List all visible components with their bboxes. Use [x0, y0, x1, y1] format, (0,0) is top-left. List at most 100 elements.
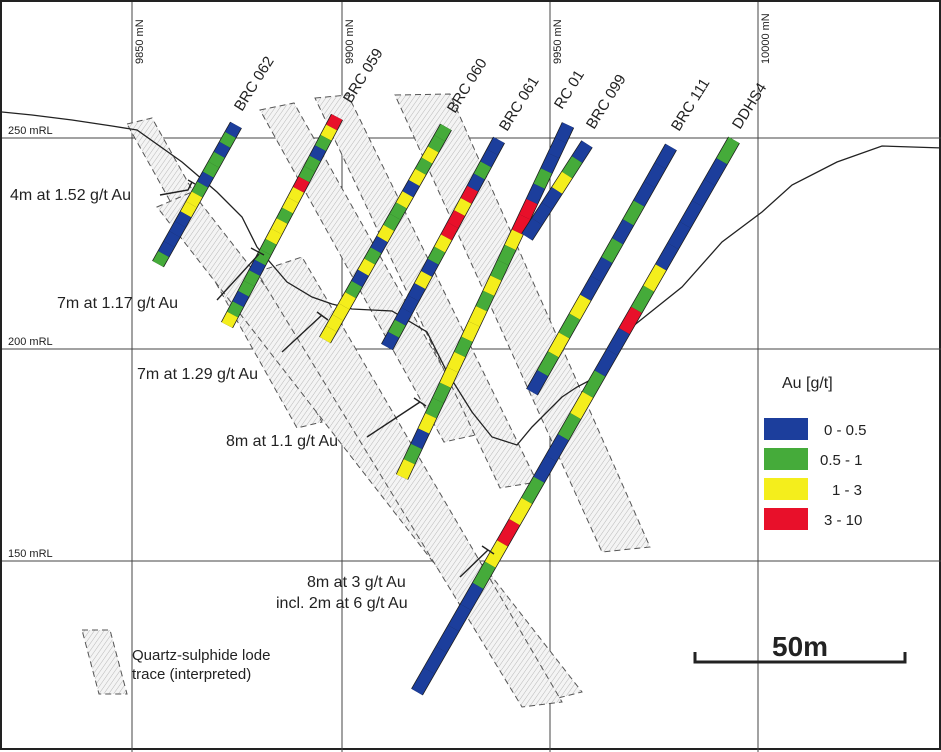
drill-hole-interval	[571, 140, 593, 163]
drill-hole-interval	[483, 275, 502, 296]
drill-hole-interval	[243, 270, 260, 287]
drill-hole-interval	[332, 303, 350, 321]
drill-hole-interval	[454, 198, 472, 216]
drill-hole-interval	[480, 149, 498, 168]
drill-hole-interval	[436, 625, 459, 653]
drill-hole-interval	[276, 207, 293, 224]
drill-hole-interval	[158, 241, 175, 258]
legend-title: Au [g/t]	[782, 375, 833, 392]
drill-hole-interval	[411, 428, 430, 449]
drill-hole-interval	[533, 168, 552, 189]
intercept-leader	[159, 181, 193, 196]
drill-hole-interval	[473, 161, 492, 180]
drill-hole-interval	[484, 540, 508, 568]
drill-hole-interval	[208, 151, 225, 168]
drill-hole-interval	[434, 234, 452, 253]
drill-hole-interval	[219, 131, 236, 148]
drill-hole-interval	[345, 280, 363, 299]
drill-hole-interval	[260, 238, 277, 256]
intercept-leader	[216, 253, 260, 301]
intercept-label: 8m at 3 g/t Au	[307, 574, 406, 591]
drill-hole-interval	[504, 229, 523, 250]
legend-label: 0.5 - 1	[820, 452, 863, 469]
drill-hole-interval	[569, 294, 591, 320]
rl-label: 150 mRL	[8, 548, 53, 560]
drill-hole-interval	[561, 156, 583, 179]
drill-hole-interval	[497, 519, 520, 547]
drill-hole-interval	[468, 306, 487, 327]
lode-legend-label: Quartz-sulphide lode	[132, 647, 270, 664]
drill-hole-interval	[377, 224, 394, 243]
drill-hole-interval	[225, 122, 242, 138]
drill-hole-interval	[238, 280, 255, 297]
drill-hole-interval	[454, 336, 473, 358]
drill-hole-interval	[509, 497, 532, 526]
drill-hole-interval	[254, 249, 271, 266]
drill-hole-interval	[227, 301, 244, 318]
legend-swatch	[764, 508, 808, 530]
drill-hole-interval	[541, 187, 563, 210]
drill-hole-interval	[320, 124, 337, 141]
lode-trace	[256, 256, 563, 708]
rl-label: 200 mRL	[8, 336, 53, 348]
legend-label: 3 - 10	[824, 512, 862, 529]
intercept-label: incl. 2m at 6 g/t Au	[276, 595, 408, 612]
rl-label: 250 mRL	[8, 125, 53, 137]
drill-hole-interval	[428, 135, 445, 153]
drill-hole-interval	[487, 137, 505, 156]
drill-hole-interval	[396, 459, 415, 480]
drill-hole-interval	[472, 561, 496, 589]
drill-hole-interval	[716, 137, 740, 165]
drill-hole-label: BRC 111	[668, 75, 713, 134]
drill-hole-interval	[594, 349, 618, 377]
drill-hole-interval	[590, 257, 613, 282]
legend-label: 0 - 0.5	[824, 422, 867, 439]
drill-hole-interval	[401, 295, 419, 314]
scale-bar: 50m	[693, 631, 907, 664]
drill-hole-interval	[304, 155, 321, 172]
intercept-leader	[366, 401, 421, 438]
drill-hole-interval	[526, 183, 545, 205]
drill-hole-interval	[512, 214, 531, 235]
drill-hole-interval	[601, 238, 623, 264]
drill-hole-interval	[169, 221, 186, 238]
drill-hole-interval	[191, 181, 208, 198]
drill-hole-label: RC 01	[551, 67, 588, 112]
drill-hole-interval	[394, 307, 413, 326]
drill-hole-interval	[418, 413, 437, 434]
drill-hole-interval	[293, 176, 310, 193]
drill-hole-interval	[357, 258, 375, 276]
drill-hole-interval	[570, 391, 593, 419]
drill-hole-interval	[383, 213, 401, 231]
drill-hole-interval	[633, 181, 655, 207]
drill-hole-interval	[152, 251, 169, 267]
drill-hole-interval	[421, 146, 439, 164]
drill-hole-interval	[370, 236, 388, 254]
drill-hole-interval	[447, 352, 466, 373]
drill-hole-interval	[186, 191, 203, 208]
drill-hole-interval	[548, 137, 567, 159]
drill-hole-interval	[537, 351, 559, 377]
drill-hole-interval	[619, 306, 642, 335]
drill-hole-interval	[551, 171, 573, 194]
drill-hole-interval	[319, 325, 337, 343]
drill-hole-interval	[415, 157, 433, 175]
drill-hole-interval	[475, 290, 495, 312]
drill-hole-interval	[388, 319, 406, 338]
drill-hole-interval	[644, 162, 666, 188]
drill-hole-interval	[680, 200, 703, 228]
drill-hole-interval	[232, 290, 249, 308]
intercept-leader	[459, 549, 489, 578]
drill-holes	[152, 113, 740, 696]
drill-hole-interval	[389, 202, 407, 220]
drill-hole-interval	[403, 443, 422, 465]
intercept-leader	[281, 314, 323, 353]
drill-hole-interval	[338, 292, 356, 310]
drill-hole-interval	[408, 168, 426, 187]
drill-hole-interval	[326, 114, 343, 131]
drill-hole-interval	[558, 413, 581, 441]
rl-labels: 250 mRL 200 mRL 150 mRL	[8, 125, 53, 560]
drill-hole-interval	[606, 328, 630, 356]
drill-hole-interval	[432, 382, 451, 404]
